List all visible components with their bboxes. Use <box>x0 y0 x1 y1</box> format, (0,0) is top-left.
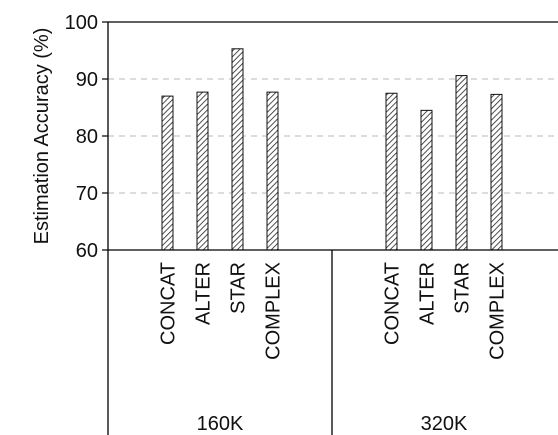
category-label: STAR <box>452 262 474 314</box>
bar <box>196 91 209 251</box>
category-label: COMPLEX <box>487 262 509 360</box>
axes <box>102 21 558 435</box>
bar <box>455 75 468 251</box>
y-tick-label: 80 <box>76 126 98 148</box>
category-label: ALTER <box>193 262 215 325</box>
labels: 60 70 80 90 100 Estimation Accuracy (%) CONCAT… <box>31 12 509 435</box>
category-label: STAR <box>228 262 250 314</box>
group-label: 320K <box>421 413 468 435</box>
category-label: COMPLEX <box>263 262 285 360</box>
bar <box>266 91 279 251</box>
bar <box>490 93 503 251</box>
y-tick-label: 100 <box>65 12 98 34</box>
bar <box>385 92 398 251</box>
y-axis-label: Estimation Accuracy (%) <box>31 28 53 245</box>
group-label: 160K <box>197 413 244 435</box>
bar <box>231 48 244 251</box>
category-label: CONCAT <box>382 262 404 345</box>
y-tick-label: 60 <box>76 240 98 262</box>
gridlines <box>108 78 558 194</box>
y-tick-label: 90 <box>76 69 98 91</box>
bar <box>161 95 174 251</box>
y-tick-label: 70 <box>76 183 98 205</box>
category-label: ALTER <box>417 262 439 325</box>
category-label: CONCAT <box>158 262 180 345</box>
bar <box>420 109 433 251</box>
